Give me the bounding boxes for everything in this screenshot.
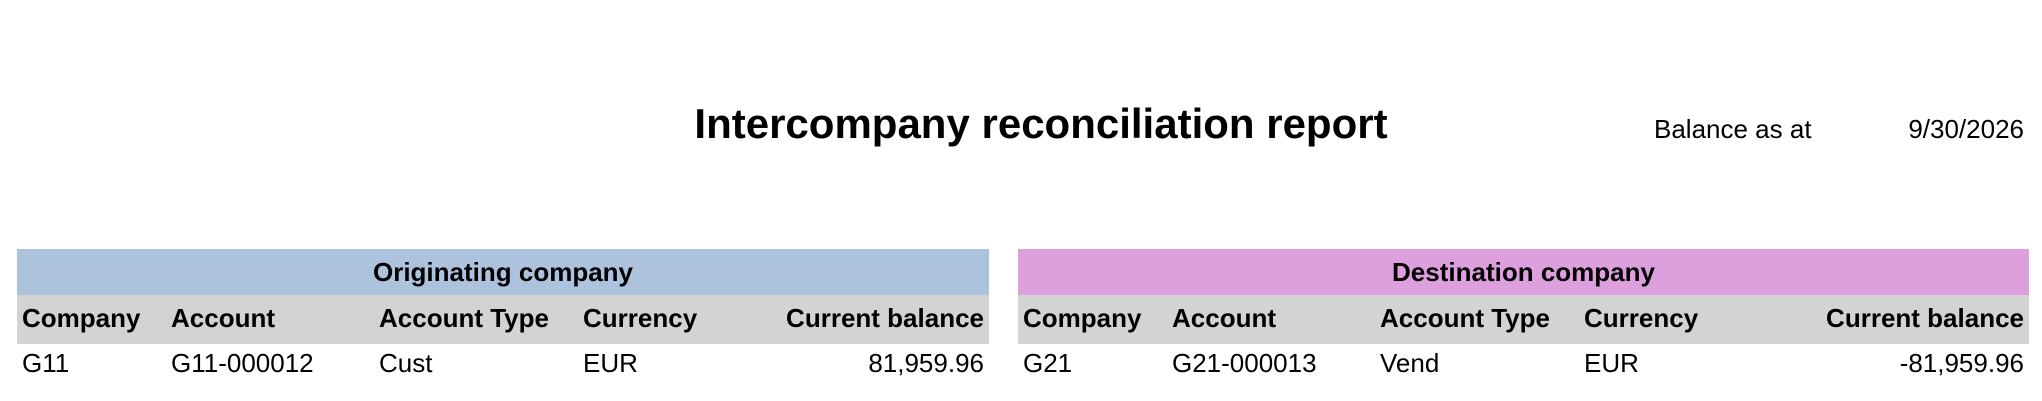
column-header: Account xyxy=(171,303,275,333)
balance-date: 9/30/2026 xyxy=(1908,114,2024,144)
column-header: Company xyxy=(1023,303,1142,333)
table-group-header: Destination company xyxy=(1018,249,2029,295)
balance-label: Balance as at xyxy=(1654,114,1812,144)
column-header: Account Type xyxy=(1380,303,1550,333)
table-cell: EUR xyxy=(1584,348,1639,378)
table-cell: Vend xyxy=(1380,348,1440,378)
table-group-header: Originating company xyxy=(17,249,989,295)
column-header-row xyxy=(1018,295,2029,344)
table-cell: 81,959.96 xyxy=(868,348,984,378)
table-cell: G21-000013 xyxy=(1172,348,1317,378)
table-cell: Cust xyxy=(379,348,433,378)
report-title: Intercompany reconciliation report xyxy=(694,100,1388,147)
column-header: Company xyxy=(22,303,141,333)
table-cell: -81,959.96 xyxy=(1899,348,2024,378)
table-cell: G11 xyxy=(22,348,70,378)
table-cell: G11-000012 xyxy=(171,348,314,378)
column-header: Account Type xyxy=(379,303,549,333)
table-cell: G21 xyxy=(1023,348,1073,378)
column-header: Current balance xyxy=(786,303,984,333)
column-header: Current balance xyxy=(1826,303,2024,333)
column-header: Account xyxy=(1172,303,1276,333)
table-cell: EUR xyxy=(583,348,638,378)
column-header-row xyxy=(17,295,989,344)
column-header: Currency xyxy=(1584,303,1699,333)
column-header: Currency xyxy=(583,303,698,333)
